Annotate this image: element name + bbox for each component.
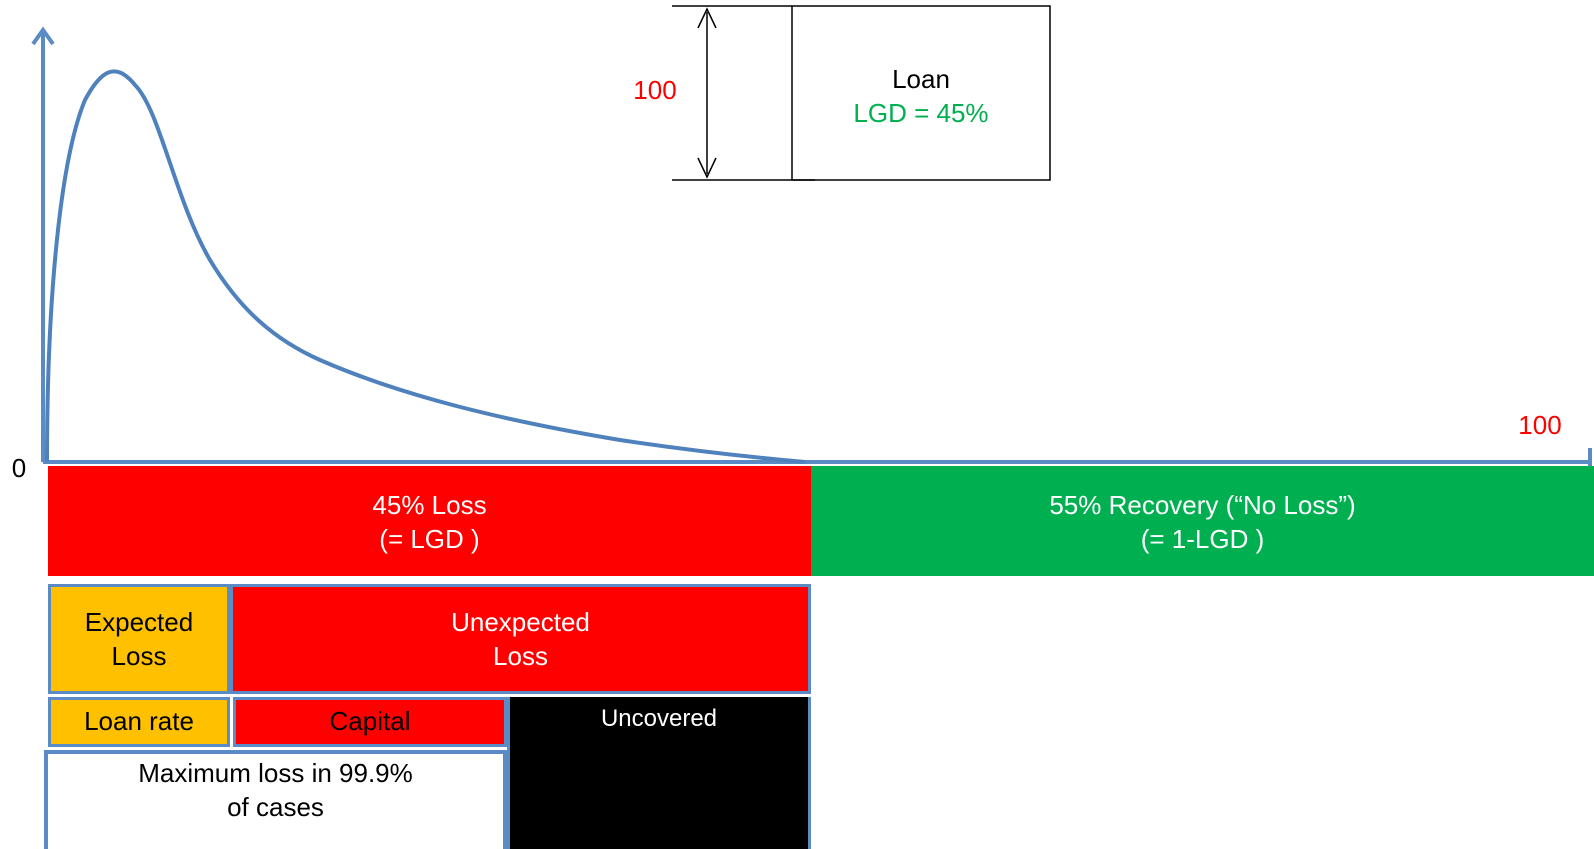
- expected-loss-label: Expected Loss: [84, 607, 194, 671]
- recovery-bar-label: 55% Recovery (“No Loss”) (= 1-LGD ): [1049, 490, 1356, 554]
- uncovered-label: Uncovered: [600, 705, 718, 732]
- max-loss-box: [44, 750, 507, 849]
- unexpected-loss-box: [230, 584, 811, 694]
- expected-loss-box: [48, 584, 230, 694]
- loan-height-arrowhead-bottom: [697, 157, 717, 179]
- loss-bar-label: 45% Loss (= LGD ): [372, 490, 487, 554]
- unexpected-loss-label: Unexpected Loss: [451, 607, 590, 671]
- x-axis-end-label: 100: [1518, 410, 1562, 440]
- loan-rate-box: [48, 697, 230, 747]
- uncovered-box: [507, 697, 811, 849]
- loan-box: [791, 5, 1051, 181]
- loan-title: Loan: [892, 64, 950, 94]
- max-loss-label: Maximum loss in 99.9% of cases: [138, 758, 413, 822]
- recovery-bar: [811, 466, 1594, 576]
- loss-bar: [48, 466, 811, 576]
- loan-rate-label: Loan rate: [84, 706, 194, 736]
- capital-box: [233, 697, 507, 747]
- y-axis-arrowhead: [31, 26, 55, 46]
- loan-lgd-label: LGD = 45%: [853, 98, 989, 128]
- loss-distribution-curve: [45, 69, 806, 464]
- loan-height-label: 100: [633, 75, 677, 105]
- loan-height-arrowhead-top: [697, 7, 717, 29]
- origin-label: 0: [11, 453, 27, 483]
- capital-label: Capital: [329, 706, 411, 736]
